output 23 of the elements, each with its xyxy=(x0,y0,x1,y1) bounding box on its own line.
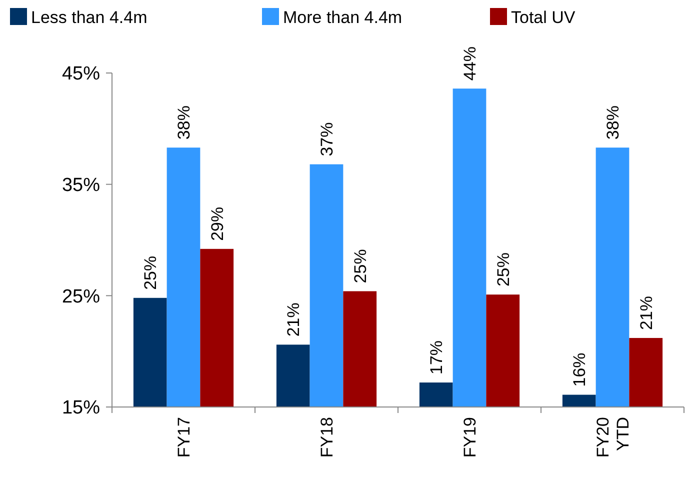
legend-label: More than 4.4m xyxy=(283,8,402,27)
x-tick-label: FY19 xyxy=(460,417,480,458)
data-label: 25% xyxy=(350,249,370,284)
y-tick-label: 45% xyxy=(62,64,100,85)
y-tick-label: 35% xyxy=(62,174,100,196)
data-label: 21% xyxy=(284,302,304,337)
data-label: 38% xyxy=(604,106,622,140)
data-label: 25% xyxy=(141,256,160,290)
data-label: 17% xyxy=(427,340,446,375)
data-label: 25% xyxy=(494,252,513,287)
data-label: 37% xyxy=(318,122,336,156)
x-tick-label: FY20 YTD xyxy=(594,417,632,458)
data-label: 21% xyxy=(636,296,656,330)
data-label: 29% xyxy=(208,206,227,241)
data-label: 44% xyxy=(460,46,480,81)
x-tick-label: FY18 xyxy=(318,417,336,458)
legend-label: Total UV xyxy=(511,8,576,27)
x-tick-label: FY17 xyxy=(174,417,194,458)
data-label: 38% xyxy=(174,106,194,140)
legend-label: Less than 4.4m xyxy=(31,8,148,27)
y-tick-label: 15% xyxy=(62,398,100,419)
y-tick-label: 25% xyxy=(62,286,100,308)
data-label: 16% xyxy=(570,352,590,387)
